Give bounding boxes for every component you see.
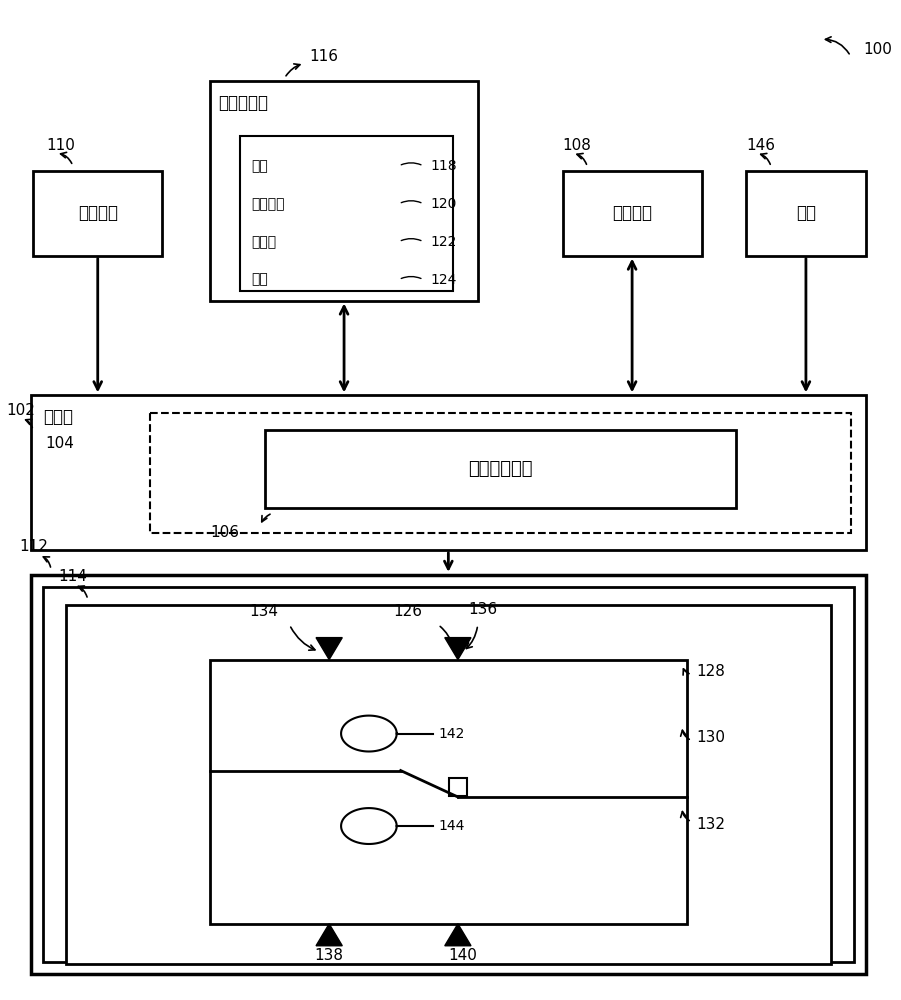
Text: 输入装置: 输入装置 xyxy=(77,204,118,222)
Text: 114: 114 xyxy=(58,569,86,584)
Text: 102: 102 xyxy=(6,403,35,418)
Bar xyxy=(746,171,866,256)
Text: 数据存储: 数据存储 xyxy=(612,204,652,222)
Text: 处理器: 处理器 xyxy=(43,408,73,426)
Text: 134: 134 xyxy=(250,604,278,619)
Polygon shape xyxy=(316,638,342,660)
Text: 天线: 天线 xyxy=(251,159,268,173)
Bar xyxy=(150,413,851,533)
Text: 142: 142 xyxy=(439,727,465,741)
Text: 116: 116 xyxy=(309,49,338,64)
Text: 120: 120 xyxy=(431,197,457,211)
Text: 138: 138 xyxy=(314,948,343,963)
Bar xyxy=(210,660,687,924)
Text: 100: 100 xyxy=(863,42,892,57)
Text: 126: 126 xyxy=(394,604,423,619)
Text: 104: 104 xyxy=(45,436,74,451)
Text: 警报: 警报 xyxy=(796,204,816,222)
Text: 130: 130 xyxy=(696,730,725,745)
Bar xyxy=(33,171,162,256)
Text: 144: 144 xyxy=(439,819,465,833)
Bar xyxy=(43,587,853,962)
Bar xyxy=(562,171,702,256)
Text: 132: 132 xyxy=(696,817,725,832)
Bar xyxy=(449,778,467,796)
Text: 射频传感器: 射频传感器 xyxy=(218,94,268,112)
Bar xyxy=(66,605,831,964)
Text: 118: 118 xyxy=(431,159,457,173)
Bar xyxy=(210,81,478,301)
Text: 124: 124 xyxy=(431,273,457,287)
Text: 106: 106 xyxy=(210,525,239,540)
Text: 应用软件部件: 应用软件部件 xyxy=(469,460,532,478)
Text: 电池: 电池 xyxy=(251,273,268,287)
Text: 146: 146 xyxy=(746,138,776,153)
Polygon shape xyxy=(445,924,471,946)
Text: 控制器: 控制器 xyxy=(251,235,277,249)
Polygon shape xyxy=(445,638,471,660)
Text: 136: 136 xyxy=(468,602,497,617)
Text: 128: 128 xyxy=(696,664,725,679)
Text: 108: 108 xyxy=(562,138,591,153)
Bar xyxy=(32,395,866,550)
Text: 112: 112 xyxy=(19,539,48,554)
Bar xyxy=(265,430,736,508)
Bar xyxy=(32,575,866,974)
Text: 122: 122 xyxy=(431,235,457,249)
Text: 通信接口: 通信接口 xyxy=(251,197,286,211)
Text: 110: 110 xyxy=(46,138,75,153)
Polygon shape xyxy=(316,924,342,946)
Bar xyxy=(240,136,453,291)
Text: 140: 140 xyxy=(448,948,477,963)
